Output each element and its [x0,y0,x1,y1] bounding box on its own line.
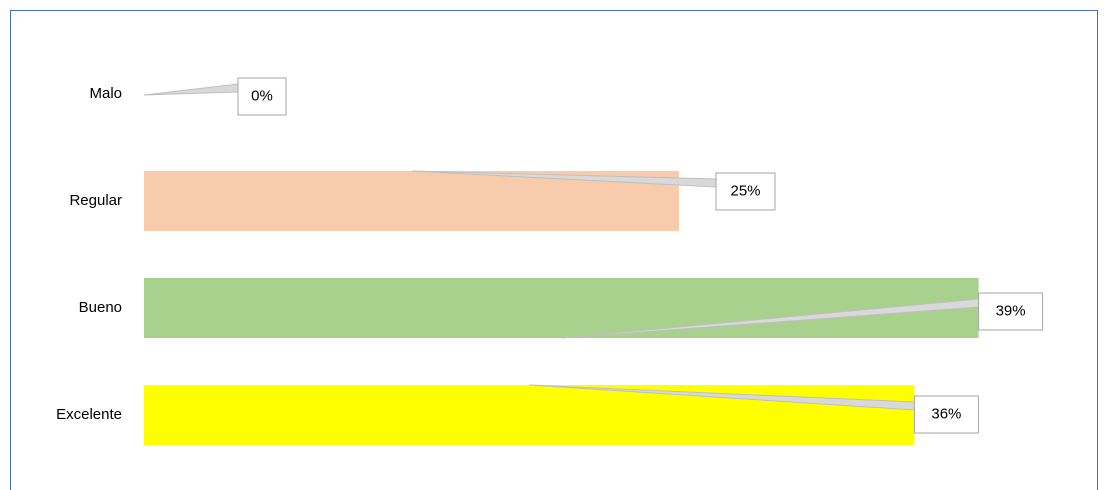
data-label: 0% [251,87,273,104]
data-label-box [978,292,1044,331]
data-label: 36% [931,405,961,422]
y-tick-label: Bueno [79,299,122,316]
leader-line [143,83,239,96]
data-label: 39% [996,302,1026,319]
data-label-box [715,172,776,211]
bar [144,278,979,338]
bar [144,385,915,445]
data-label: 25% [730,182,760,199]
chart-frame [10,10,1098,490]
y-tick-label: Malo [89,85,122,102]
bar [144,171,679,231]
data-label-box [913,395,979,434]
y-tick-label: Excelente [56,406,122,423]
data-label-box [237,77,287,116]
y-tick-label: Regular [69,192,122,209]
